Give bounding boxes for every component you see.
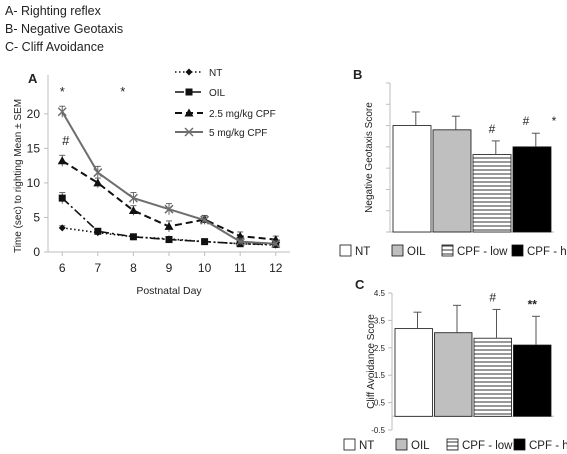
series-5-mg-kg-cpf-point	[200, 215, 210, 225]
legend-b-oil-swatch	[391, 244, 404, 257]
legend-oil-swatch-marker	[185, 88, 193, 96]
annotation-a-hash: #	[62, 133, 70, 148]
series-5-mg-kg-cpf-point	[164, 204, 174, 214]
bar-b-cpf-high	[512, 146, 552, 233]
series-5-mg-kg-cpf-point	[57, 107, 67, 117]
y-tick-label-a: 20	[27, 107, 41, 121]
chart-panel-b: B Negative Geotaxis Score # # * NT OIL CPF - lo…	[339, 67, 567, 258]
series-5-mg-kg-cpf-point	[235, 237, 245, 247]
y-tick-label-a: 15	[27, 141, 41, 155]
y-tick-label-c: 3.5	[374, 316, 386, 325]
bar-c-oil	[434, 332, 473, 417]
caption-negative-geotaxis: B- Negative Geotaxis	[5, 22, 124, 36]
bar-b-oil	[432, 129, 472, 233]
x-tick-label-a: 11	[234, 261, 247, 275]
series-2-5-mg-kg-cpf-point	[93, 178, 103, 187]
annotation-c-cpf-low-hash: #	[489, 290, 496, 304]
panel-label-b: B	[353, 67, 362, 82]
y-tick-label-c: 1.5	[374, 371, 386, 380]
series-oil-point	[165, 236, 173, 244]
legend-b-nt-label: NT	[355, 246, 370, 258]
x-tick-label-a: 6	[59, 261, 66, 275]
legend-b-oil-label: OIL	[407, 246, 426, 258]
annotation-b-cpf-high-hash: #	[523, 114, 530, 128]
legend-oil-label: OIL	[209, 88, 226, 99]
series-oil-point	[58, 194, 66, 202]
y-tick-label-c: 0.5	[374, 399, 386, 408]
legend-nt-label: NT	[209, 68, 222, 79]
legend-5-mg-kg-cpf-swatch-marker	[184, 127, 194, 137]
y-tick-label-c: -0.5	[371, 426, 385, 435]
panel-label-c: C	[355, 277, 365, 292]
legend-c-cpf-high-label: CPF - high	[529, 440, 567, 452]
legend-c-nt-swatch	[343, 438, 356, 451]
y-axis-title-c: Cliff Avoidance Score	[366, 314, 377, 409]
annotation-b-cpf-high-star: *	[552, 114, 557, 128]
y-tick-label-a: 10	[27, 176, 41, 190]
y-tick-label-a: 0	[33, 245, 40, 259]
legend-nt-swatch-marker	[185, 68, 193, 76]
series-5-mg-kg-cpf-point	[93, 168, 103, 178]
legend-5-mg-kg-cpf-label: 5 mg/kg CPF	[209, 128, 267, 139]
series-5-mg-kg-cpf-point	[128, 193, 138, 203]
legend-c-nt-label: NT	[359, 440, 374, 452]
legend-b-cpf-low-swatch	[441, 244, 454, 257]
x-tick-label-a: 9	[166, 261, 173, 275]
y-axis-title-b: Negative Geotaxis Score	[364, 102, 375, 213]
legend-2-5-mg-kg-cpf-swatch-marker	[184, 108, 194, 117]
bar-b-cpf-low	[472, 154, 512, 233]
bar-c-cpf-high	[513, 344, 552, 417]
legend-c-cpf-high-swatch	[513, 438, 526, 451]
series-2-5-mg-kg-cpf-point	[164, 221, 174, 230]
y-tick-label-a: 5	[33, 210, 40, 224]
y-tick-label-c: 2.5	[374, 344, 386, 353]
x-tick-label-a: 10	[198, 261, 212, 275]
x-tick-label-a: 8	[130, 261, 137, 275]
series-2-5-mg-kg-cpf-point	[128, 206, 138, 215]
legend-2-5-mg-kg-cpf-label: 2.5 mg/kg CPF	[209, 109, 276, 120]
legend-b-cpf-low-label: CPF - low	[457, 246, 508, 258]
legend-c-oil-swatch	[395, 438, 408, 451]
caption-righting-reflex: A- Righting reflex	[5, 4, 101, 18]
series-2-5-mg-kg-cpf-point	[57, 156, 67, 165]
annotation-a-star: *	[120, 84, 125, 99]
bar-b-nt	[392, 125, 432, 233]
panel-label-a: A	[28, 71, 38, 86]
series-5-mg-kg-cpf-point	[271, 239, 281, 249]
series-oil-point	[201, 238, 209, 246]
legend-c-oil-label: OIL	[411, 440, 430, 452]
series-2-5-mg-kg-cpf-point	[235, 231, 245, 240]
series-oil-point	[129, 233, 137, 241]
legend-b-nt-swatch	[339, 244, 352, 257]
y-tick-label-c: 4.5	[374, 289, 386, 298]
x-tick-label-a: 7	[94, 261, 101, 275]
annotation-a-star: *	[60, 84, 65, 99]
y-axis-title-a: Time (sec) to righting Mean ± SEM	[13, 99, 24, 253]
annotation-c-cpf-high-star: **	[528, 297, 538, 311]
x-tick-label-a: 12	[269, 261, 283, 275]
legend-c-cpf-low-label: CPF - low	[462, 440, 513, 452]
series-oil-point	[94, 227, 102, 235]
x-axis-title-a: Postnatal Day	[136, 285, 202, 297]
legend-b-cpf-high-swatch	[511, 244, 524, 257]
legend-c-cpf-low-swatch	[446, 438, 459, 451]
caption-cliff-avoidance: C- Cliff Avoidance	[5, 40, 104, 54]
series-nt-point	[58, 224, 66, 232]
chart-panel-a: A 0 5 10 15 20 6 7 8 9 10 11 12 Postnatal Day Time (se…	[13, 68, 290, 297]
legend-b-cpf-high-label: CPF - high	[527, 246, 567, 258]
chart-panel-c: C -0.5 0.5 1.5 2.5 3.5 4.5 Cliff Avoidance Scor…	[343, 277, 567, 452]
bar-c-cpf-low	[473, 337, 512, 417]
annotation-b-cpf-low-hash: #	[489, 122, 496, 136]
bar-c-nt	[394, 328, 433, 417]
